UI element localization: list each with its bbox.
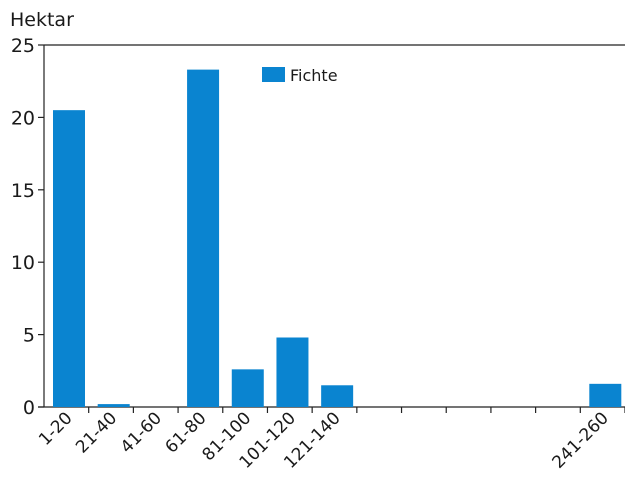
y-tick-label: 5 [23, 325, 35, 347]
bars [53, 69, 622, 407]
bar-81-100 [231, 369, 264, 407]
y-tick-label: 25 [11, 35, 35, 57]
legend-label-fichte: Fichte [290, 66, 338, 85]
x-tick-label: 1-20 [35, 408, 76, 449]
legend-swatch-fichte [262, 67, 285, 82]
axes: 0 5 10 15 20 25 [11, 35, 625, 419]
bar-121-140 [321, 385, 354, 407]
x-tick-label: 21-40 [72, 408, 121, 457]
y-axis-title: Hektar [10, 9, 74, 31]
x-tick-label: 41-60 [117, 408, 166, 457]
x-tick-label: 241-260 [548, 408, 612, 472]
y-tick-label: 10 [11, 252, 35, 274]
y-tick-label: 0 [23, 397, 35, 419]
bar-21-40 [97, 404, 130, 407]
y-tick-label: 15 [11, 180, 35, 202]
bar-61-80 [187, 69, 220, 407]
legend: Fichte [262, 66, 338, 85]
bar-241-260 [589, 383, 622, 407]
bar-1-20 [53, 110, 85, 407]
bar-101-120 [276, 337, 309, 407]
y-tick-label: 20 [11, 107, 35, 129]
